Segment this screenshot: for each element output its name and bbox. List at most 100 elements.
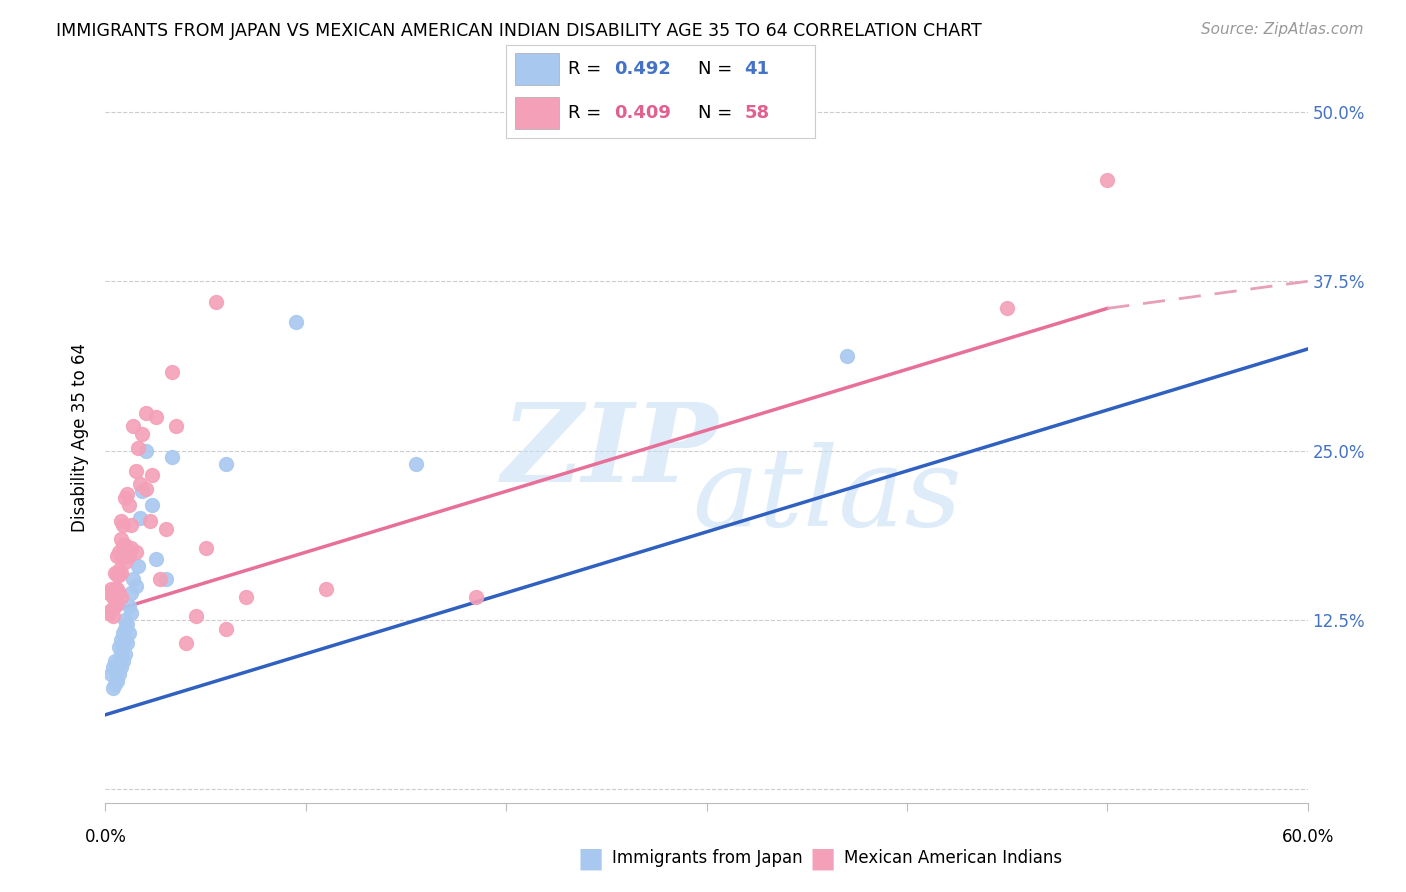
Point [194,541,217,556]
Text: N =: N = [697,104,738,122]
Text: atlas: atlas [692,442,962,549]
Point [108,563,131,577]
Point [98,586,121,600]
Point [108,586,131,600]
Text: ■: ■ [810,844,835,872]
Point [124,464,146,478]
Point [110,532,132,546]
Point [112,538,135,552]
Point [112,518,135,533]
Point [103,590,125,604]
Text: 58: 58 [744,104,769,122]
Text: 60.0%: 60.0% [1281,828,1334,846]
Point [135,443,157,458]
Text: IMMIGRANTS FROM JAPAN VS MEXICAN AMERICAN INDIAN DISABILITY AGE 35 TO 64 CORRELA: IMMIGRANTS FROM JAPAN VS MEXICAN AMERICA… [56,22,981,40]
Point [204,294,226,309]
Point [104,599,127,614]
Point [315,582,337,596]
Point [104,663,127,677]
Point [127,441,149,455]
Text: Source: ZipAtlas.com: Source: ZipAtlas.com [1201,22,1364,37]
Point [108,654,131,668]
Point [122,419,145,434]
Point [118,549,141,564]
Point [117,636,139,650]
Point [103,608,125,623]
Point [118,498,141,512]
Point [145,552,167,566]
Point [184,608,207,623]
Point [148,572,170,586]
Text: 0.492: 0.492 [614,60,671,78]
Point [110,514,132,528]
Point [103,681,125,695]
Point [112,640,135,654]
Point [128,511,150,525]
Point [110,647,132,661]
Text: 0.409: 0.409 [614,104,671,122]
Point [104,654,127,668]
Text: R =: R = [568,104,607,122]
Point [114,623,136,637]
Point [138,514,160,528]
Point [155,572,177,586]
Text: N =: N = [697,60,738,78]
Point [117,617,139,632]
Point [100,667,122,681]
Point [108,545,131,559]
Point [103,660,125,674]
Point [107,582,129,596]
Point [131,427,153,442]
Point [160,450,183,465]
Point [1097,172,1119,186]
FancyBboxPatch shape [516,97,558,129]
Point [141,498,163,512]
Y-axis label: Disability Age 35 to 64: Disability Age 35 to 64 [72,343,90,532]
Point [117,549,139,564]
Point [110,549,132,564]
Point [121,586,143,600]
Point [284,315,307,329]
Point [114,613,136,627]
Point [141,468,163,483]
Point [112,654,135,668]
Point [145,409,167,424]
Text: 41: 41 [744,60,769,78]
Point [107,595,129,609]
Point [121,606,143,620]
Point [214,623,236,637]
Point [122,572,145,586]
Point [100,582,122,596]
Point [117,487,139,501]
Point [214,457,236,471]
Point [107,657,129,672]
Point [107,673,129,688]
Point [114,538,136,552]
Point [114,491,136,505]
Point [235,590,257,604]
Point [995,301,1018,316]
Text: Mexican American Indians: Mexican American Indians [844,849,1062,867]
Point [108,568,131,582]
Text: ZIP: ZIP [502,398,718,506]
Text: ■: ■ [578,844,603,872]
Point [174,636,197,650]
Point [100,603,122,617]
Point [104,676,127,690]
Point [114,647,136,661]
Point [118,626,141,640]
Point [135,482,157,496]
Point [112,626,135,640]
Point [465,590,488,604]
Text: Immigrants from Japan: Immigrants from Japan [612,849,803,867]
Point [121,541,143,556]
Point [104,582,127,596]
Text: 0.0%: 0.0% [84,828,127,846]
Point [107,568,129,582]
Point [835,349,858,363]
Point [114,633,136,648]
Point [155,522,177,536]
Point [110,660,132,674]
Point [110,633,132,648]
Point [165,419,187,434]
